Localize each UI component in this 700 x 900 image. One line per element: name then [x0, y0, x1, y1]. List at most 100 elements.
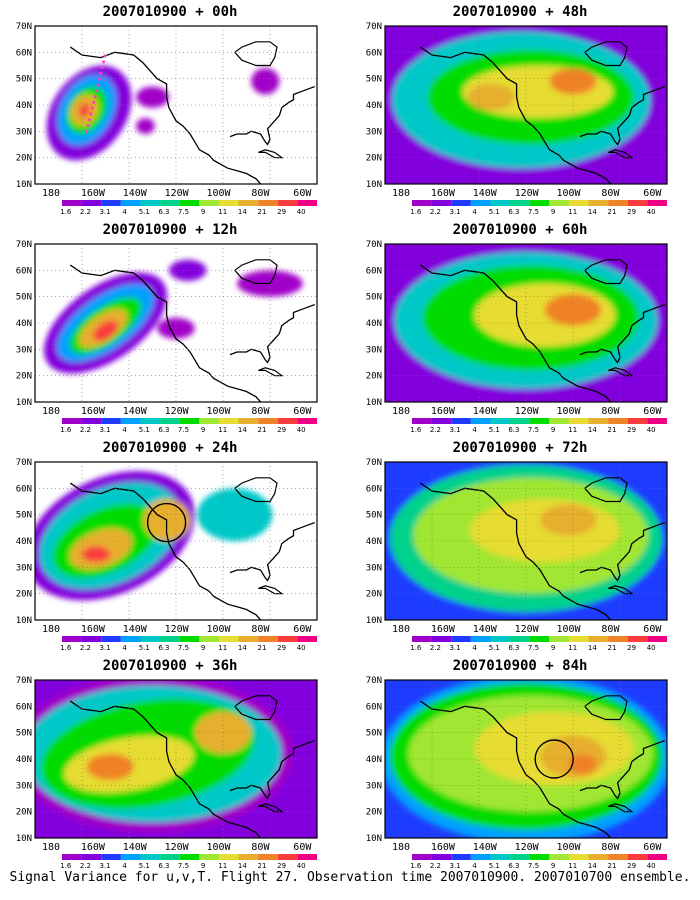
colorbar-swatch	[81, 418, 102, 424]
colorbar-label: 29	[277, 208, 286, 216]
colorbar-label: 6.3	[158, 208, 169, 216]
variance-contour	[549, 68, 597, 95]
colorbar-swatch	[412, 636, 432, 642]
longitude-tick-label: 80W	[251, 406, 270, 417]
colorbar-label: 21	[608, 426, 617, 434]
latitude-tick-label: 20N	[366, 808, 382, 818]
colorbar-label: 40	[647, 862, 656, 870]
colorbar-swatch	[510, 854, 530, 860]
colorbar-label: 4	[122, 426, 127, 434]
colorbar-swatch	[199, 200, 219, 206]
longitude-tick-label: 60W	[293, 406, 312, 417]
longitude-tick-label: 160W	[431, 406, 456, 417]
colorbar-swatch	[588, 418, 609, 424]
colorbar-label: 3.1	[449, 426, 460, 434]
coastline	[419, 46, 612, 184]
colorbar-swatch	[568, 636, 589, 642]
colorbar-swatch	[258, 200, 278, 206]
colorbar-swatch	[81, 636, 102, 642]
colorbar-label: 2.2	[430, 644, 441, 652]
colorbar-label: 21	[608, 208, 617, 216]
latitude-tick-label: 40N	[366, 537, 382, 547]
colorbar-label: 5.1	[489, 208, 500, 216]
variance-map: 70N 60N 50N 40N 30N 20N 10N 180 160W 140W 120W 100W…	[366, 458, 668, 652]
coastline	[579, 85, 665, 146]
coastline	[258, 803, 284, 813]
colorbar-label: 3.1	[99, 426, 110, 434]
colorbar-swatch	[160, 200, 180, 206]
flight-track-marker	[89, 112, 93, 116]
colorbar-swatch	[62, 636, 82, 642]
colorbar-swatch	[120, 418, 141, 424]
coastline	[579, 303, 665, 364]
colorbar-swatch	[627, 636, 648, 642]
colorbar-label: 14	[588, 208, 597, 216]
colorbar-swatch	[238, 418, 259, 424]
flight-track-marker	[96, 83, 100, 87]
colorbar-swatch	[627, 200, 648, 206]
longitude-tick-label: 180	[42, 188, 60, 199]
coastline	[258, 149, 284, 159]
colorbar-label: 5.1	[139, 426, 150, 434]
colorbar-swatch	[608, 636, 628, 642]
latitude-tick-label: 60N	[16, 702, 32, 712]
coastline	[258, 585, 284, 595]
colorbar-swatch	[490, 200, 511, 206]
coastline	[229, 739, 315, 800]
colorbar-swatch	[62, 854, 82, 860]
latitude-tick-label: 50N	[366, 293, 382, 303]
variance-map: 70N 60N 50N 40N 30N 20N 10N 180 160W 140W 120W 100W…	[366, 240, 668, 434]
longitude-tick-label: 160W	[431, 624, 456, 635]
panel-title: 2007010900 + 36h	[102, 658, 238, 674]
colorbar-label: 11	[218, 862, 227, 870]
colorbar-swatch	[258, 636, 278, 642]
variance-contour	[82, 546, 111, 563]
colorbar-label: 11	[218, 644, 227, 652]
longitude-tick-label: 140W	[473, 624, 498, 635]
colorbar-label: 1.6	[410, 862, 422, 870]
colorbar-label: 14	[588, 862, 597, 870]
longitude-tick-label: 120W	[165, 188, 190, 199]
colorbar-label: 14	[238, 644, 247, 652]
colorbar-swatch	[470, 418, 491, 424]
map-panel-84h: 2007010900 + 84h 70N 60N 50N 40N 30N 20N 10N 180…	[350, 656, 690, 874]
colorbar-swatch	[120, 854, 141, 860]
coastline	[258, 367, 284, 377]
colorbar-label: 21	[258, 208, 267, 216]
colorbar-swatch	[120, 200, 141, 206]
colorbar-swatch	[140, 636, 161, 642]
panel-title: 2007010900 + 60h	[452, 222, 588, 238]
colorbar-swatch	[412, 418, 432, 424]
colorbar-label: 6.3	[508, 426, 519, 434]
coastline	[579, 521, 665, 582]
colorbar-label: 7.5	[528, 862, 539, 870]
colorbar-swatch	[549, 200, 569, 206]
variance-map: 70N 60N 50N 40N 30N 20N 10N 180 160W 140W 120W 100W…	[16, 22, 318, 216]
colorbar-swatch	[297, 636, 317, 642]
colorbar-swatch	[529, 418, 550, 424]
longitude-tick-label: 160W	[81, 842, 106, 853]
colorbar-label: 7.5	[528, 208, 539, 216]
latitude-tick-label: 20N	[366, 372, 382, 382]
colorbar-swatch	[490, 854, 511, 860]
colorbar-label: 3.1	[99, 208, 110, 216]
colorbar-label: 7.5	[528, 426, 539, 434]
coastline	[69, 482, 262, 620]
colorbar-label: 40	[297, 644, 306, 652]
longitude-tick-label: 60W	[643, 188, 662, 199]
latitude-tick-label: 60N	[366, 266, 382, 276]
colorbar-swatch	[258, 418, 278, 424]
colorbar-label: 21	[258, 862, 267, 870]
latitude-tick-label: 30N	[16, 127, 32, 137]
colorbar-label: 1.6	[410, 426, 422, 434]
latitude-tick-label: 60N	[16, 266, 32, 276]
panel-title: 2007010900 + 84h	[452, 658, 588, 674]
colorbar-label: 29	[627, 426, 636, 434]
colorbar-swatch	[101, 418, 121, 424]
colorbar-swatch	[81, 854, 102, 860]
colorbar-label: 2.2	[430, 426, 441, 434]
colorbar-label: 21	[608, 644, 617, 652]
colorbar-swatch	[568, 854, 589, 860]
latitude-tick-label: 50N	[16, 75, 32, 85]
colorbar-swatch	[120, 636, 141, 642]
